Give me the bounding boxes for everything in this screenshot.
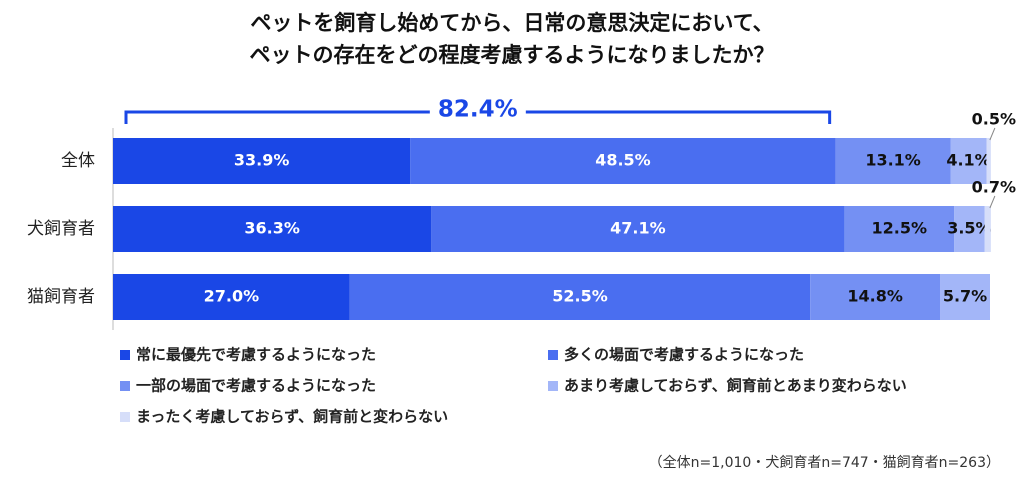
- bar-segment: [940, 274, 990, 320]
- note: （全体n=1,010・犬飼育者n=747・猫飼育者n=263）: [649, 454, 1000, 471]
- bar-segment: [349, 274, 811, 320]
- bar-segment: [844, 206, 955, 252]
- bar-segment: [410, 138, 836, 184]
- data-label: 0.7%: [972, 178, 1016, 197]
- bar-segment: [954, 206, 985, 252]
- data-label: 47.1%: [610, 219, 666, 238]
- bar-segment: [984, 206, 991, 252]
- data-label: 0.5%: [972, 110, 1016, 129]
- data-label: 4.1%: [946, 151, 990, 170]
- leader-line: [989, 127, 996, 141]
- data-label: 5.7%: [943, 287, 987, 306]
- data-label: 14.8%: [847, 287, 903, 306]
- bar-segment: [113, 206, 432, 252]
- bracket-gap: [429, 106, 526, 118]
- category-label: 猫飼育者: [27, 287, 95, 307]
- bar-segment: [986, 138, 991, 184]
- bar-segment: [810, 274, 941, 320]
- data-label: 36.3%: [244, 219, 300, 238]
- legend-label: あまり考慮しておらず、飼育前とあまり変わらない: [564, 377, 907, 395]
- legend-swatch: [120, 350, 130, 360]
- data-label: 33.9%: [234, 151, 290, 170]
- category-label: 全体: [61, 151, 95, 171]
- data-label: 3.5%: [947, 219, 991, 238]
- category-label: 犬飼育者: [27, 219, 95, 239]
- data-label: 52.5%: [552, 287, 608, 306]
- bar-segment: [950, 138, 987, 184]
- bar-segment: [431, 206, 845, 252]
- data-label: 12.5%: [871, 219, 927, 238]
- annotation-label: 82.4%: [438, 97, 518, 123]
- data-label: 48.5%: [595, 151, 651, 170]
- legend-swatch: [548, 381, 558, 391]
- legend-label: まったく考慮しておらず、飼育前と変わらない: [136, 408, 448, 426]
- leader-line: [989, 195, 996, 209]
- legend-swatch: [120, 412, 130, 422]
- legend-label: 多くの場面で考慮するようになった: [564, 346, 804, 364]
- legend-label: 常に最優先で考慮するようになった: [136, 346, 376, 364]
- legend-swatch: [548, 350, 558, 360]
- legend-label: 一部の場面で考慮するようになった: [136, 377, 376, 395]
- bar-segment: [113, 274, 350, 320]
- chart-title: ペットを飼育し始めてから、日常の意思決定において、: [250, 11, 773, 35]
- chart-title: ペットの存在をどの程度考慮するようになりましたか？: [250, 43, 775, 67]
- data-label: 13.1%: [865, 151, 921, 170]
- bar-segment: [835, 138, 951, 184]
- bar-segment: [113, 138, 411, 184]
- legend-swatch: [120, 381, 130, 391]
- data-label: 27.0%: [204, 287, 260, 306]
